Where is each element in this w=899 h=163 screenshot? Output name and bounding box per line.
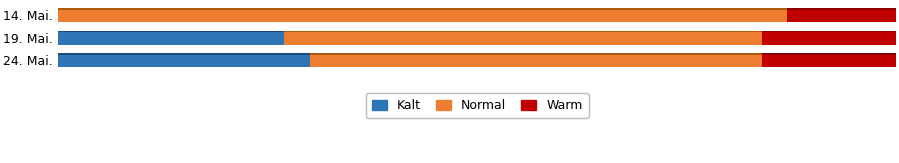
Bar	[788, 8, 896, 22]
Bar	[58, 31, 284, 32]
Bar	[58, 53, 309, 55]
Bar	[762, 53, 896, 55]
Bar	[762, 31, 896, 32]
Bar	[762, 31, 896, 44]
Bar	[58, 8, 788, 10]
Bar	[284, 31, 762, 44]
Bar	[284, 31, 762, 32]
Legend: Kalt, Normal, Warm: Kalt, Normal, Warm	[366, 93, 589, 118]
Bar	[788, 8, 896, 10]
Bar	[762, 53, 896, 67]
Bar	[58, 31, 284, 44]
Bar	[309, 53, 762, 55]
Bar	[309, 53, 762, 67]
Bar	[58, 53, 309, 67]
Bar	[58, 8, 788, 22]
